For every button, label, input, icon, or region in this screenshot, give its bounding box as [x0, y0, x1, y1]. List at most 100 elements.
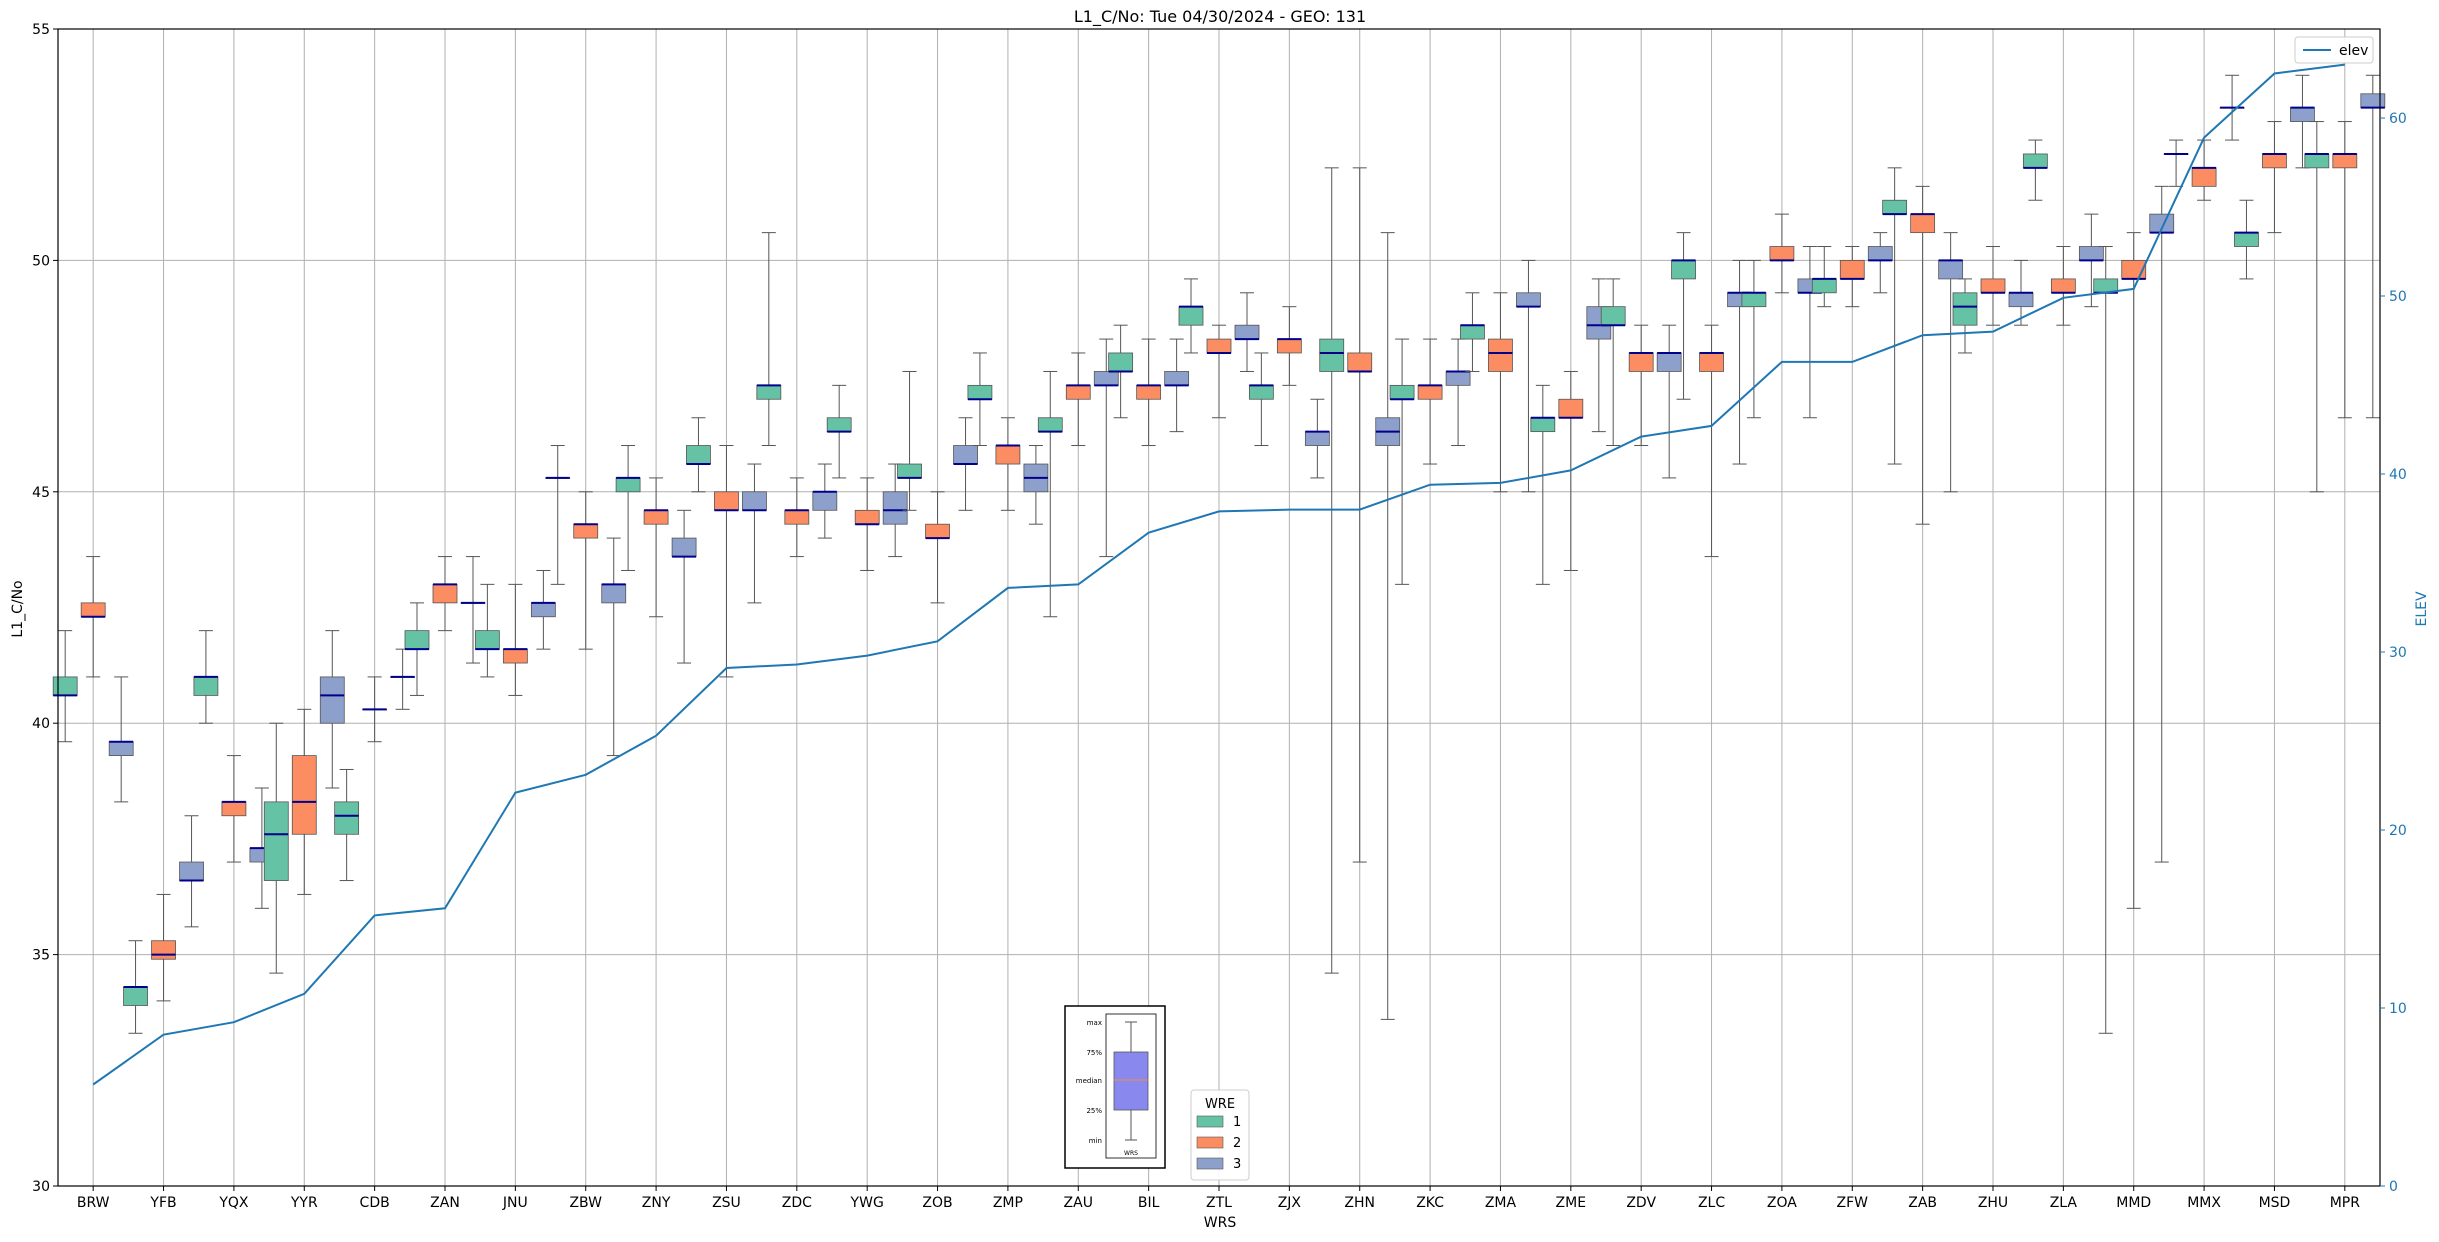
- box-iqr: [2022, 153, 2048, 169]
- x-tick-label: ZMP: [993, 1195, 1023, 1211]
- box-iqr: [882, 491, 908, 525]
- box-iqr: [1319, 338, 1345, 372]
- box-iqr: [1065, 384, 1091, 400]
- box-zmp-wre1: [967, 352, 993, 447]
- box-zbw-wre1: [545, 445, 571, 585]
- box-zab-wre2: [1910, 185, 1936, 525]
- box-iqr: [671, 537, 697, 557]
- box-iqr: [80, 602, 106, 618]
- x-tick-label: ZOA: [1767, 1195, 1797, 1211]
- box-zkc-wre3: [1445, 338, 1471, 447]
- box-zhu-wre3: [2008, 259, 2034, 326]
- box-iqr: [2234, 232, 2259, 247]
- box-zfw-wre2: [1839, 246, 1865, 308]
- inset-axes: [1105, 1013, 1157, 1159]
- box-iqr: [1769, 246, 1795, 261]
- box-iqr: [530, 602, 556, 618]
- box-zbw-wre2: [573, 491, 599, 650]
- box-zla-wre2: [2050, 246, 2076, 326]
- box-iqr: [1600, 306, 1626, 326]
- x-tick-label: ZKC: [1416, 1195, 1444, 1211]
- box-zan-wre1: [404, 602, 430, 696]
- box-iqr: [2262, 153, 2287, 169]
- x-tick-label: ZSU: [712, 1195, 741, 1211]
- box-iqr: [502, 648, 528, 664]
- box-zdv-wre3: [1656, 324, 1682, 479]
- x-tick-label: YQX: [218, 1195, 249, 1211]
- box-iqr: [742, 491, 767, 511]
- box-iqr: [1910, 213, 1936, 234]
- box-iqr: [1460, 324, 1485, 340]
- y-tick-label: 45: [32, 485, 50, 501]
- y2-tick-label: 0: [2389, 1179, 2398, 1195]
- box-zan-wre3: [460, 556, 486, 664]
- box-jnu-wre2: [502, 583, 528, 696]
- legend-title: WRE: [1205, 1097, 1235, 1112]
- box-iqr: [573, 523, 599, 539]
- box-zfw-wre3: [1867, 232, 1893, 294]
- box-iqr: [1867, 246, 1893, 261]
- box-zsu-wre2: [714, 445, 739, 678]
- box-iqr: [1741, 292, 1767, 308]
- y2-tick-label: 20: [2389, 823, 2407, 839]
- box-iqr: [1488, 338, 1513, 372]
- elev-line: [92, 63, 2345, 1086]
- box-iqr: [2078, 246, 2104, 261]
- legend-frame: [1190, 1089, 1250, 1181]
- box-iqr: [263, 801, 289, 881]
- y-tick-label: 35: [32, 948, 50, 964]
- box-iqr: [1093, 371, 1119, 386]
- x-tick-label: ZNY: [642, 1195, 671, 1211]
- box-zlc-wre1: [1671, 232, 1696, 400]
- inset-label: 75%: [1086, 1049, 1102, 1057]
- box-iqr: [123, 986, 148, 1006]
- box-mpr-wre3: [2360, 74, 2386, 419]
- box-yqx-wre2: [221, 755, 247, 863]
- legend-label-wre1: 1: [1233, 1115, 1241, 1130]
- box-zan-wre2: [432, 556, 458, 632]
- x-tick-label: YFB: [149, 1195, 176, 1211]
- y2-tick-label: 10: [2389, 1001, 2407, 1017]
- box-bil-wre1: [1108, 324, 1134, 419]
- box-iqr: [826, 417, 852, 433]
- y-tick-label: 50: [32, 253, 50, 269]
- box-mpr-wre1: [2304, 121, 2330, 493]
- x-tick-label: CDB: [360, 1195, 390, 1211]
- box-zny-wre2: [643, 477, 669, 618]
- y2-tick-label: 60: [2389, 111, 2407, 127]
- box-iqr: [756, 384, 782, 400]
- box-iqr: [193, 676, 219, 696]
- x-axis-label: WRS: [1204, 1215, 1237, 1231]
- box-zhu-wre2: [1980, 246, 2006, 326]
- box-zdv-wre2: [1628, 324, 1654, 447]
- x-tick-label: BIL: [1138, 1195, 1160, 1211]
- box-zlc-wre3: [1727, 259, 1752, 465]
- box-bil-wre3: [1164, 338, 1190, 433]
- legend-swatch-wre2: [1196, 1136, 1224, 1149]
- box-zoa-wre3: [1797, 246, 1823, 419]
- inset-label: min: [1089, 1137, 1102, 1145]
- box-iqr: [52, 676, 78, 696]
- box-iqr: [1811, 278, 1837, 294]
- box-iqr: [1656, 352, 1682, 372]
- box-ywg-wre1: [826, 384, 852, 479]
- box-iqr: [995, 445, 1021, 465]
- box-ztl-wre1: [1178, 278, 1204, 354]
- box-zhn-wre2: [1347, 167, 1373, 863]
- box-yfb-wre1: [123, 940, 148, 1034]
- box-zme-wre2: [1558, 370, 1584, 571]
- box-iqr: [812, 491, 838, 511]
- box-bil-wre2: [1136, 338, 1162, 447]
- legend-frame: [2294, 36, 2374, 64]
- box-zsu-wre1: [686, 417, 711, 493]
- box-mmx-wre2: [2191, 139, 2217, 201]
- y-tick-label: 30: [32, 1179, 50, 1195]
- box-iqr: [1136, 384, 1162, 400]
- box-iqr: [897, 463, 922, 479]
- box-zab-wre1: [1882, 167, 1908, 465]
- y-axis-ticks: 30 35 40 45 50 55: [32, 22, 58, 1195]
- box-iqr: [601, 583, 627, 604]
- x-tick-label: YWG: [850, 1195, 884, 1211]
- box-iqr: [925, 523, 950, 539]
- box-iqr: [1037, 417, 1063, 433]
